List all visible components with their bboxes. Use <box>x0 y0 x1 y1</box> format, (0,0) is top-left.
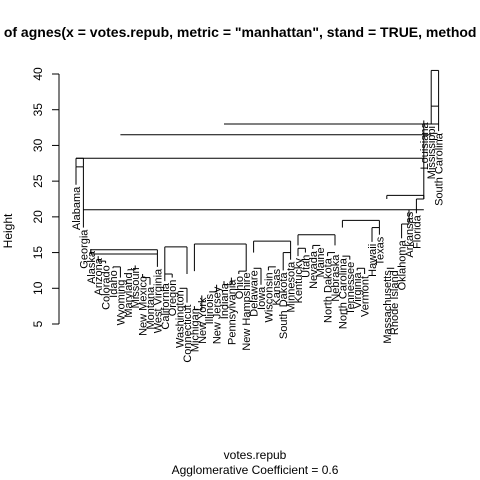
leaf-label: Louisiana <box>419 122 431 170</box>
leaf-label: Montana <box>145 286 157 330</box>
leaf-label: Nebraska <box>330 254 342 302</box>
leaf-label: Rhode Island <box>389 270 401 335</box>
y-tick-label: 15 <box>31 246 45 260</box>
chart-title: Dendrogram of agnes(x = votes.repub, met… <box>0 24 480 40</box>
leaf-label: Hawaii <box>367 244 379 277</box>
leaf-label: New Mexico <box>138 276 150 336</box>
leaf-label: Washington <box>175 290 187 348</box>
leaf-label: Maine <box>315 247 327 277</box>
leaf-label: Vermont <box>360 276 372 317</box>
leaf-label: Delaware <box>249 270 261 316</box>
y-tick-label: 25 <box>31 174 45 188</box>
y-tick-label: 35 <box>31 103 45 117</box>
leaf-label: Connecticut <box>182 305 194 363</box>
leaf-label: Nevada <box>308 250 320 289</box>
leaf-label: Alabama <box>71 186 83 230</box>
leaf-label: California <box>160 282 172 329</box>
leaf-label: Oregon <box>167 280 179 317</box>
leaf-label: Wisconsin <box>263 272 275 322</box>
leaf-label: North Dakota <box>323 257 335 323</box>
leaf-label: South Carolina <box>434 132 446 206</box>
leaf-label: Ohio <box>234 276 246 299</box>
leaf-label: New Hampshire <box>241 272 253 350</box>
leaf-label: Mississippi <box>426 126 438 179</box>
y-tick-label: 5 <box>31 320 45 327</box>
leaf-label: Pennsylvania <box>226 279 238 345</box>
leaf-label: Texas <box>374 236 386 265</box>
leaf-label: Georgia <box>78 229 90 269</box>
y-tick-label: 30 <box>31 138 45 152</box>
leaf-label: Kansas <box>271 268 283 305</box>
leaf-label: Iowa <box>256 286 268 310</box>
leaf-label: West Virginia <box>152 268 164 333</box>
leaf-label: South Dakota <box>278 272 290 340</box>
leaf-label: Tennessee <box>345 262 357 315</box>
leaf-label: Arkansas <box>404 211 416 257</box>
leaf-label: Oklahoma <box>397 239 409 290</box>
leaf-labels: AlabamaGeorgiaAlaskaArizonaColoradoIdaho… <box>71 122 446 363</box>
leaf-label: Missouri <box>130 267 142 308</box>
leaf-label: Alaska <box>86 250 98 284</box>
y-tick-label: 20 <box>31 210 45 224</box>
leaf-label: Kentucky <box>293 258 305 304</box>
leaf-label: Illinois <box>204 293 216 324</box>
leaf-label: Virginia <box>352 272 364 309</box>
leaf-label: Massachusetts <box>382 270 394 344</box>
leaf-label: Idaho <box>108 270 120 298</box>
y-tick-label: 10 <box>31 281 45 295</box>
y-tick-label: 40 <box>31 67 45 81</box>
leaf-label: Michigan <box>189 308 201 352</box>
leaf-label: Arizona <box>93 257 105 295</box>
leaf-label: Utah <box>300 255 312 278</box>
leaf-label: Indiana <box>219 282 231 319</box>
leaf-label: Florida <box>411 214 423 249</box>
leaf-label: Maryland <box>123 272 135 317</box>
leaf-label: Minnesota <box>286 261 298 313</box>
x-axis-label: votes.repub <box>224 448 287 462</box>
y-axis: 5 10 15 20 25 30 35 40 <box>31 67 60 327</box>
leaf-label: North Carolina <box>337 257 349 329</box>
y-axis-label: Height <box>1 213 15 248</box>
leaf-label: New York <box>197 297 209 344</box>
leaf-label: New Jersey <box>212 286 224 344</box>
leaf-label: Colorado <box>101 265 113 310</box>
dendrogram-tree <box>75 69 440 311</box>
x-axis-sublabel: Agglomerative Coefficient = 0.6 <box>172 463 339 477</box>
leaf-label: Wyoming <box>115 280 127 326</box>
